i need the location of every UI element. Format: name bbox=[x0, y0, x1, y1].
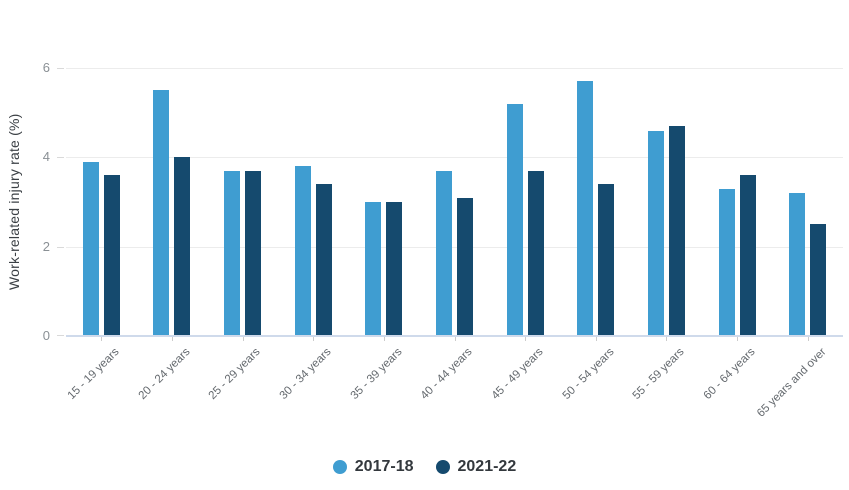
y-tick-mark bbox=[57, 68, 64, 69]
bar-2021-22 bbox=[245, 170, 262, 336]
bar-2021-22 bbox=[810, 224, 827, 336]
category-column: 65 years and over bbox=[755, 68, 843, 420]
x-tick-mark bbox=[737, 336, 739, 341]
y-axis-title: Work-related injury rate (%) bbox=[6, 113, 22, 291]
y-tick-label: 0 bbox=[42, 328, 50, 343]
category-column: 30 - 34 years bbox=[278, 68, 349, 402]
legend-label: 2017-18 bbox=[354, 458, 414, 475]
x-tick-label: 25 - 29 years bbox=[207, 346, 264, 402]
category-column: 45 - 49 years bbox=[490, 68, 561, 402]
bar-2017-18 bbox=[647, 130, 664, 336]
bar-2021-22 bbox=[457, 197, 474, 336]
bar-2017-18 bbox=[82, 161, 99, 336]
x-tick-mark bbox=[171, 336, 173, 341]
bar-2021-22 bbox=[668, 126, 685, 336]
x-tick-label: 50 - 54 years bbox=[560, 346, 617, 402]
y-tick-label: 6 bbox=[42, 60, 50, 75]
y-tick-mark bbox=[57, 335, 64, 336]
bar-2017-18 bbox=[153, 90, 170, 336]
x-tick-mark bbox=[807, 336, 809, 341]
bar-2021-22 bbox=[527, 170, 544, 336]
legend-item: 2021-22 bbox=[435, 458, 517, 476]
x-tick-label: 55 - 59 years bbox=[630, 346, 687, 402]
category-column: 55 - 59 years bbox=[631, 68, 702, 402]
x-tick-mark bbox=[383, 336, 385, 341]
legend-swatch-icon bbox=[332, 460, 347, 474]
category-column: 15 - 19 years bbox=[66, 68, 137, 402]
legend: 2017-18 2021-22 bbox=[0, 458, 849, 476]
x-tick-mark bbox=[595, 336, 597, 341]
legend-swatch-icon bbox=[435, 460, 450, 474]
gridline bbox=[66, 157, 843, 159]
category-column: 60 - 64 years bbox=[702, 68, 773, 402]
bar-2017-18 bbox=[294, 166, 311, 336]
x-tick-mark bbox=[454, 336, 456, 341]
y-tick-label: 2 bbox=[42, 238, 50, 254]
bar-2021-22 bbox=[739, 175, 756, 336]
bar-2021-22 bbox=[174, 157, 191, 336]
category-column: 50 - 54 years bbox=[560, 68, 631, 402]
bar-2017-18 bbox=[577, 81, 594, 336]
bar-2017-18 bbox=[224, 170, 241, 336]
y-tick-label: 4 bbox=[42, 149, 50, 165]
bar-2021-22 bbox=[386, 202, 403, 336]
x-tick-mark bbox=[666, 336, 668, 341]
bar-2017-18 bbox=[718, 188, 735, 336]
plot-area: 15 - 19 years 20 - 24 years 25 - 29 years 3… bbox=[57, 68, 843, 420]
x-tick-label: 65 years and over bbox=[754, 346, 829, 420]
y-tick-mark bbox=[57, 246, 64, 248]
category-column: 25 - 29 years bbox=[207, 68, 278, 402]
y-tick-mark bbox=[57, 157, 64, 159]
bar-2017-18 bbox=[506, 103, 523, 336]
x-tick-mark bbox=[525, 336, 527, 341]
x-tick-mark bbox=[313, 336, 315, 341]
x-axis-line bbox=[66, 335, 843, 337]
gridline bbox=[66, 246, 843, 248]
bar-2021-22 bbox=[315, 184, 332, 336]
bar-2017-18 bbox=[789, 193, 806, 336]
x-tick-label: 60 - 64 years bbox=[701, 346, 758, 402]
bar-columns: 15 - 19 years 20 - 24 years 25 - 29 years 3… bbox=[66, 68, 843, 420]
bar-2021-22 bbox=[103, 175, 120, 336]
x-tick-mark bbox=[101, 336, 103, 341]
category-column: 40 - 44 years bbox=[419, 68, 490, 402]
category-column: 35 - 39 years bbox=[348, 68, 420, 402]
x-tick-label: 45 - 49 years bbox=[489, 346, 546, 402]
legend-item: 2017-18 bbox=[332, 458, 414, 476]
bar-2017-18 bbox=[365, 202, 382, 336]
bar-2017-18 bbox=[436, 170, 453, 336]
x-tick-label: 15 - 19 years bbox=[65, 346, 122, 402]
x-tick-label: 30 - 34 years bbox=[277, 346, 334, 402]
x-tick-label: 40 - 44 years bbox=[419, 346, 476, 402]
category-column: 20 - 24 years bbox=[137, 68, 208, 402]
x-tick-label: 20 - 24 years bbox=[136, 346, 193, 402]
legend-label: 2021-22 bbox=[457, 458, 517, 475]
x-tick-label: 35 - 39 years bbox=[348, 346, 405, 402]
bar-2021-22 bbox=[598, 184, 615, 336]
x-tick-mark bbox=[242, 336, 244, 341]
gridline bbox=[66, 68, 843, 69]
